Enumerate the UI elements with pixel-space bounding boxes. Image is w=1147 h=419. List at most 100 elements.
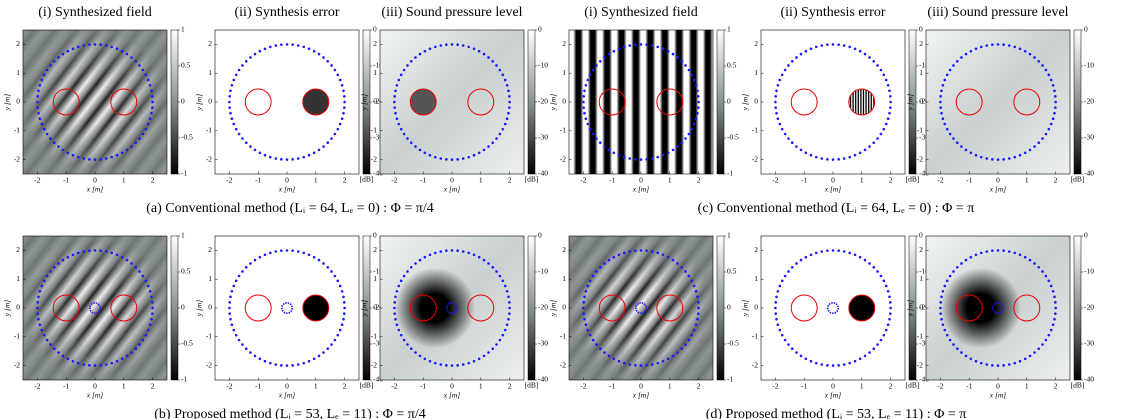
- speaker: [863, 148, 867, 152]
- field-image: [569, 236, 713, 380]
- speaker: [508, 100, 511, 104]
- speaker: [814, 155, 818, 159]
- speaker: [148, 117, 152, 121]
- speaker: [1023, 151, 1027, 155]
- speaker: [291, 364, 294, 367]
- control-region: [302, 88, 330, 116]
- speaker: [879, 68, 883, 72]
- speaker: [232, 284, 236, 288]
- speaker: [406, 137, 409, 140]
- colorbar: [170, 235, 179, 381]
- speaker: [1037, 265, 1041, 269]
- speaker: [263, 153, 267, 157]
- speaker: [831, 364, 835, 367]
- column-header: (ii) Synthesis error: [781, 5, 886, 20]
- speaker: [343, 306, 346, 310]
- speaker: [397, 122, 401, 126]
- speaker: [503, 284, 507, 288]
- speaker: [1054, 95, 1057, 98]
- speaker: [612, 357, 616, 361]
- speaker: [837, 158, 840, 161]
- speaker: [598, 347, 602, 351]
- speaker: [684, 64, 687, 67]
- speaker: [607, 354, 611, 358]
- speaker: [1023, 255, 1027, 259]
- speaker: [406, 343, 409, 346]
- y-tick-label: 1: [562, 68, 566, 77]
- y-axis-label: y [m]: [360, 300, 369, 318]
- y-tick-label: 2: [754, 245, 758, 254]
- speaker: [120, 49, 124, 53]
- speaker: [692, 328, 696, 332]
- speaker: [76, 155, 80, 159]
- speaker: [628, 363, 632, 366]
- speaker: [52, 59, 56, 63]
- speaker: [505, 83, 509, 87]
- colorbar: [527, 235, 536, 381]
- speaker: [858, 49, 862, 53]
- speaker: [38, 323, 42, 327]
- speaker: [680, 265, 684, 269]
- speaker: [326, 265, 330, 269]
- speaker: [996, 249, 1000, 252]
- speaker: [393, 301, 396, 304]
- exterior-region: [281, 302, 293, 314]
- speaker: [991, 43, 994, 46]
- speaker: [317, 52, 321, 56]
- speaker: [853, 153, 857, 157]
- speaker: [778, 328, 782, 332]
- speaker: [955, 347, 959, 351]
- speaker: [134, 347, 138, 351]
- speaker: [402, 132, 406, 136]
- speaker: [634, 249, 637, 252]
- speaker: [876, 343, 879, 346]
- speaker: [322, 145, 325, 148]
- y-axis-label: y [m]: [195, 300, 204, 318]
- speaker: [495, 137, 498, 140]
- x-tick-label: 2: [343, 176, 347, 185]
- field-image: [926, 236, 1070, 380]
- speaker: [66, 255, 70, 259]
- speaker: [996, 364, 1000, 367]
- speaker: [666, 49, 670, 53]
- speaker: [1054, 312, 1057, 315]
- speaker: [61, 354, 65, 358]
- speaker: [232, 78, 236, 82]
- speaker: [501, 73, 505, 77]
- speaker: [1053, 317, 1056, 321]
- speaker: [467, 155, 471, 159]
- speaker: [393, 100, 396, 104]
- y-axis-label: y [m]: [3, 94, 12, 112]
- speaker: [326, 347, 330, 351]
- y-tick-label: 0: [208, 303, 212, 312]
- speaker: [71, 47, 75, 51]
- speaker: [280, 158, 283, 161]
- panel: -2 -1 0 1 2 -2 -1 0 1 2 x [m] y [m] -1 -0.5 0 0.5 1: [3, 25, 193, 194]
- speaker: [66, 357, 70, 361]
- speaker: [939, 106, 942, 109]
- speaker: [595, 343, 598, 346]
- speaker: [863, 354, 867, 358]
- speaker: [302, 45, 306, 49]
- speaker: [1037, 347, 1041, 351]
- x-axis-label: x [m]: [278, 391, 296, 400]
- speaker: [872, 347, 876, 351]
- speaker: [104, 250, 108, 253]
- speaker: [639, 158, 643, 161]
- speaker: [88, 158, 91, 161]
- speaker: [88, 249, 91, 252]
- y-tick-label: 2: [373, 245, 377, 254]
- x-tick-label: 2: [508, 382, 512, 391]
- x-tick-label: -1: [609, 176, 615, 185]
- speaker: [505, 323, 509, 327]
- colorbar-tick-label: -20: [538, 303, 548, 312]
- speaker: [42, 333, 46, 337]
- speaker: [790, 59, 794, 63]
- speaker: [598, 59, 602, 63]
- colorbar-tick-label: 0.5: [181, 61, 191, 70]
- speaker: [799, 52, 803, 56]
- speaker: [61, 148, 65, 152]
- y-tick-label: 0: [562, 303, 566, 312]
- speaker: [598, 265, 602, 269]
- speaker: [1051, 83, 1055, 87]
